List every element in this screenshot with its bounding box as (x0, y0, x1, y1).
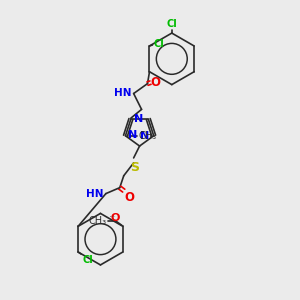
Text: O: O (151, 76, 160, 89)
Text: N: N (140, 131, 149, 141)
Text: N: N (134, 114, 143, 124)
Text: N: N (128, 130, 138, 140)
Text: O: O (110, 213, 120, 223)
Text: S: S (130, 161, 139, 174)
Text: O: O (125, 190, 135, 204)
Text: Cl: Cl (167, 19, 177, 29)
Text: Cl: Cl (154, 39, 164, 49)
Text: HN: HN (114, 88, 132, 98)
Text: CH₃: CH₃ (89, 216, 107, 226)
Text: HN: HN (86, 189, 104, 199)
Text: Cl: Cl (82, 255, 93, 265)
Text: CH₃: CH₃ (138, 131, 157, 141)
Text: methoxy: methoxy (110, 216, 116, 218)
